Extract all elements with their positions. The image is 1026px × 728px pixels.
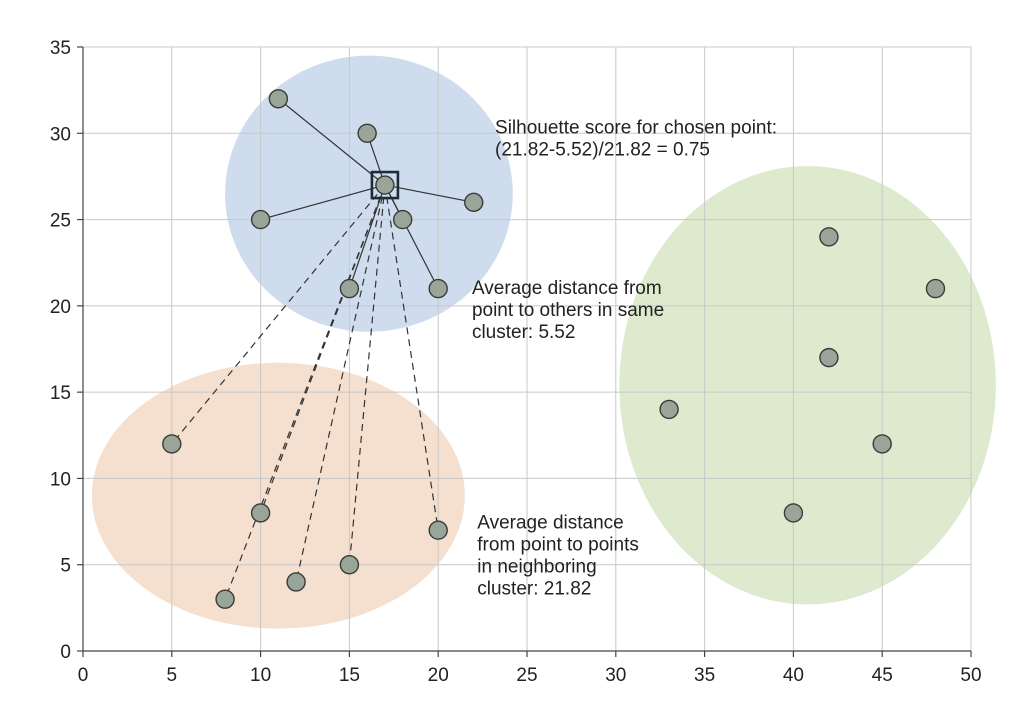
x-tick-label: 45: [872, 665, 893, 686]
data-point: [162, 434, 182, 454]
data-point: [250, 209, 271, 230]
annotation-line: cluster: 5.52: [472, 322, 575, 343]
x-tick-label: 15: [339, 665, 360, 686]
same-cluster-line: [384, 184, 474, 203]
x-tick-label: 50: [960, 665, 981, 686]
data-point: [375, 175, 395, 195]
annotation-line: Average distance: [477, 512, 623, 533]
cluster-ellipse-1: [225, 55, 513, 332]
y-tick-label: 15: [50, 383, 71, 404]
data-point: [392, 209, 413, 230]
neighbor-cluster-line: [171, 184, 386, 445]
data-point: [357, 123, 377, 143]
same-cluster-line: [260, 184, 386, 221]
neighbor-cluster-line: [224, 184, 386, 600]
data-point: [819, 227, 839, 247]
data-point: [286, 572, 306, 592]
y-tick-label: 5: [60, 556, 71, 577]
annotation-line: from point to points: [477, 534, 639, 555]
x-tick-label: 0: [78, 665, 89, 686]
annotation-line: Average distance from: [472, 278, 662, 299]
annotation-1: Silhouette score for chosen point: (21.82…: [495, 117, 777, 160]
y-tick-label: 30: [50, 124, 71, 145]
data-point: [339, 278, 360, 299]
cluster-ellipse-2: [91, 362, 465, 629]
data-point: [819, 347, 839, 368]
neighbor-cluster-line: [348, 185, 386, 565]
y-tick-label: 20: [50, 297, 71, 318]
x-tick-label: 40: [783, 665, 804, 686]
x-tick-label: 5: [167, 665, 178, 686]
annotation-line: (21.82-5.52)/21.82 = 0.75: [495, 139, 710, 160]
x-tick-label: 10: [250, 665, 271, 686]
annotation-line: in neighboring: [477, 556, 596, 577]
data-point: [428, 520, 448, 540]
x-tick-label: 35: [694, 665, 715, 686]
data-point: [872, 434, 892, 454]
y-tick-label: 0: [60, 642, 71, 663]
cluster-ellipse-3: [619, 166, 996, 605]
data-point: [925, 278, 946, 299]
annotation-line: point to others in same: [472, 300, 664, 321]
grid-lines: [83, 46, 972, 651]
neighbor-cluster-line: [295, 184, 386, 583]
data-point: [215, 589, 235, 609]
y-tick-label: 10: [50, 469, 71, 490]
data-point: [250, 503, 271, 523]
annotation-line: Silhouette score for chosen point:: [495, 117, 777, 138]
data-points: [162, 89, 946, 609]
same-cluster-line: [384, 184, 439, 289]
x-tick-label: 25: [516, 665, 537, 686]
x-tick-label: 30: [605, 665, 626, 686]
chosen-point-marker: [370, 170, 400, 200]
annotation-3: Average distance from point to points in n…: [477, 512, 639, 599]
y-tick-label: 35: [50, 38, 71, 59]
annotations: Silhouette score for chosen point: (21.82…: [472, 117, 777, 599]
x-tick-label: 20: [428, 665, 449, 686]
data-point: [428, 278, 448, 299]
cluster-ellipses: [91, 55, 996, 629]
annotation-2: Average distance from point to others in …: [472, 278, 664, 343]
data-point: [464, 192, 484, 213]
annotation-line: cluster: 21.82: [477, 578, 591, 599]
data-point: [339, 555, 360, 575]
tick-labels: 0 5 10 15 20 25 30 35 40 45 50 0 5 10 15 20 25 30 35: [50, 38, 982, 686]
neighbor-cluster-line: [260, 184, 386, 514]
data-point: [268, 89, 289, 109]
y-tick-label: 25: [50, 211, 71, 232]
data-point: [659, 399, 679, 420]
neighbor-cluster-line: [384, 184, 439, 531]
data-point: [783, 503, 804, 523]
axes: [77, 46, 972, 657]
same-cluster-line: [277, 98, 386, 186]
